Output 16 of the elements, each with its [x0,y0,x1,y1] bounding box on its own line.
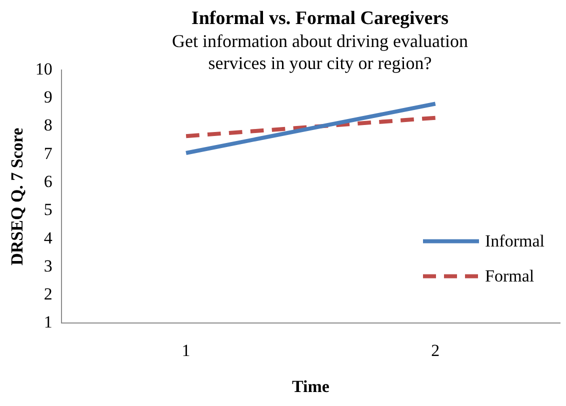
y-tick-label: 2 [44,284,52,304]
y-tick-label: 9 [44,88,52,107]
legend-label: Informal [485,232,545,251]
y-tick-label: 4 [44,228,53,248]
y-tick-label: 8 [44,116,52,135]
y-axis-title: DRSEQ Q. 7 Score [8,127,27,266]
y-tick-label: 1 [44,312,52,332]
legend-label: Formal [485,266,534,286]
y-tick-label: 5 [44,200,52,220]
x-axis-title: Time [292,377,330,396]
y-tick-label: 6 [44,172,52,191]
y-tick-label: 10 [35,59,52,78]
chart-subtitle: Get information about driving evaluation services in your city or region? [171,30,469,74]
chart-title: Informal vs. Formal Caregivers [190,8,450,30]
y-tick-label: 7 [44,144,53,163]
y-tick-label: 3 [44,256,52,276]
